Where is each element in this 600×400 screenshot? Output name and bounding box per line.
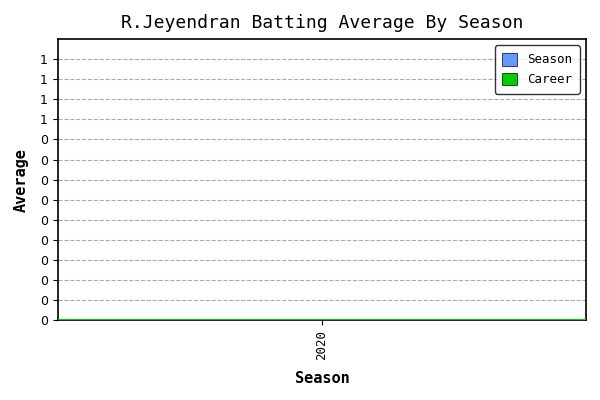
Title: R.Jeyendran Batting Average By Season: R.Jeyendran Batting Average By Season [121,14,523,32]
X-axis label: Season: Season [295,371,349,386]
Y-axis label: Average: Average [14,148,29,212]
Legend: Season, Career: Season, Career [495,45,580,94]
